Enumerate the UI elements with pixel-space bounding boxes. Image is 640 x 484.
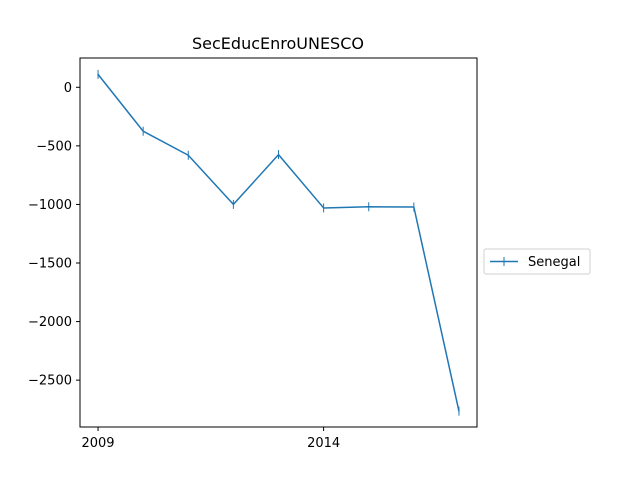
x-tick-label: 2009 [81, 436, 114, 451]
y-tick-label: −1500 [28, 257, 72, 272]
plot-area [97, 69, 460, 416]
plot-frame [79, 57, 478, 428]
legend: Senegal [483, 248, 591, 275]
legend-frame [483, 248, 591, 275]
legend-label-senegal: Senegal [528, 255, 580, 270]
y-tick-label: −2000 [28, 315, 72, 330]
y-tick-label: −1000 [28, 198, 72, 213]
x-tick-label: 2014 [307, 436, 340, 451]
chart-title: SecEducEnroUNESCO [192, 34, 364, 53]
axes: 0 −500 −1000 −1500 −2000 −2500 2009 2014 [28, 57, 478, 451]
y-tick-label: 0 [64, 81, 72, 96]
y-tick-label: −2500 [28, 374, 72, 389]
y-tick-label: −500 [36, 139, 72, 154]
